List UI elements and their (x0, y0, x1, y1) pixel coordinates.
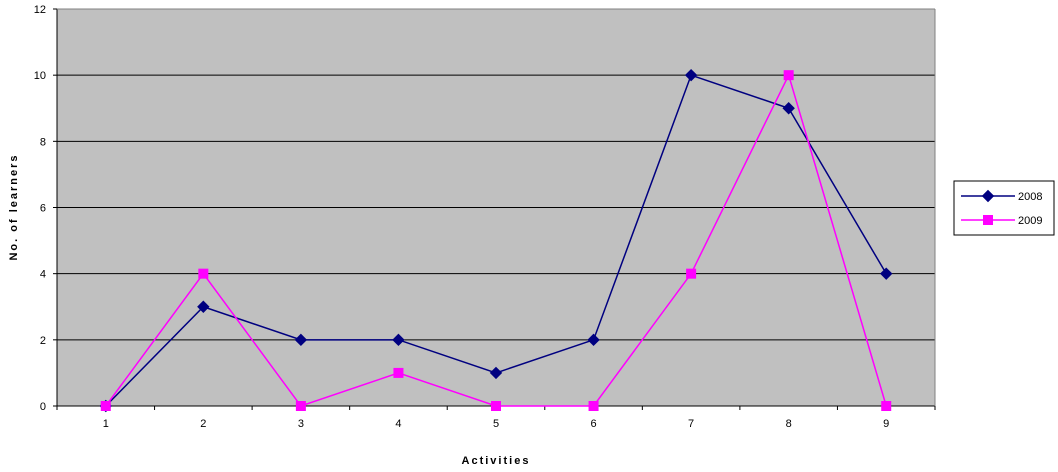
legend-label: 2008 (1018, 191, 1042, 203)
legend-entries: 2008 2009 (961, 189, 1042, 227)
legend-entry-2008: 2008 (961, 189, 1042, 203)
legend-label: 2009 (1018, 215, 1042, 227)
series-2009 (100, 70, 892, 411)
data-point-diamond (880, 267, 893, 280)
data-point-square (393, 367, 404, 378)
x-tick-label: 4 (395, 418, 401, 430)
y-tick-label: 8 (40, 136, 46, 148)
legend-box (953, 180, 1055, 236)
y-axis-ticks: 0 2 4 6 8 10 12 (34, 4, 57, 413)
data-point-square (100, 401, 111, 411)
series-2008 (99, 68, 893, 413)
data-point-diamond (197, 300, 210, 313)
data-point-square (686, 268, 697, 279)
x-tick-label: 8 (786, 418, 792, 430)
y-tick-label: 0 (40, 401, 46, 413)
y-tick-label: 4 (40, 269, 46, 281)
data-point-diamond (782, 102, 795, 115)
y-tick-label: 2 (40, 335, 46, 347)
data-point-square (295, 401, 306, 411)
data-point-diamond (489, 366, 503, 380)
data-point-square (491, 401, 501, 411)
data-point-diamond (684, 68, 698, 82)
x-axis-title: Activities (462, 455, 531, 467)
x-tick-label: 9 (883, 418, 889, 430)
x-tick-label: 2 (200, 418, 206, 430)
data-point-diamond (587, 333, 600, 347)
x-tick-label: 5 (493, 418, 499, 430)
data-point-square (783, 70, 794, 81)
x-tick-label: 6 (590, 418, 596, 430)
x-tick-label: 1 (103, 418, 109, 430)
data-point-diamond (294, 333, 308, 347)
y-axis-title: No. of learners (8, 153, 20, 260)
series-layer (99, 68, 893, 413)
data-point-square (881, 401, 892, 411)
data-point-diamond (981, 189, 995, 203)
x-axis-ticks: 1 2 3 4 5 6 7 8 9 (56, 406, 936, 430)
data-point-square (983, 215, 993, 225)
data-point-square (198, 268, 209, 279)
data-point-square (588, 401, 599, 411)
y-tick-label: 6 (40, 203, 46, 215)
legend-entry-2009: 2009 (961, 215, 1042, 227)
x-tick-label: 3 (298, 418, 304, 430)
y-tick-label: 12 (34, 4, 46, 16)
x-tick-label: 7 (688, 418, 694, 430)
legend: 2008 2009 (953, 180, 1055, 236)
y-tick-label: 10 (34, 70, 46, 82)
data-point-diamond (392, 333, 405, 347)
